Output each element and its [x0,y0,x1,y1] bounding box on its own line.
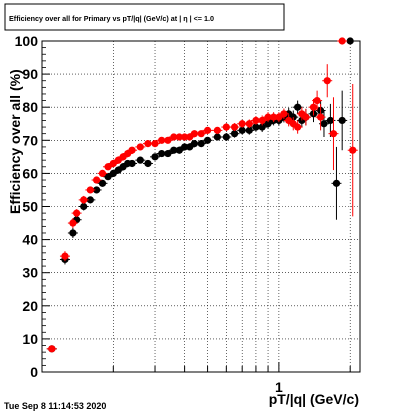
data-point [329,130,338,138]
series-red [46,37,358,353]
data-point [323,77,331,85]
x-axis-label: pT/|q| (GeV/c) [269,391,359,407]
data-point [175,133,183,141]
data-point [338,116,346,125]
data-point [151,140,159,148]
data-point [190,130,199,138]
data-point [252,116,260,125]
data-point [86,186,94,194]
data-point [302,113,310,121]
data-point [346,37,354,45]
data-point [170,146,178,154]
data-point [98,169,107,177]
y-tick-label: 30 [22,265,38,281]
data-point [164,149,172,158]
data-point [98,179,107,187]
data-series [46,37,358,353]
data-point [128,159,136,168]
data-point [294,123,302,131]
data-point [144,140,152,148]
data-point [320,120,328,128]
data-point [197,130,205,138]
data-point [294,103,302,111]
data-point [197,140,205,148]
data-point [222,123,230,131]
data-point [280,110,288,118]
data-point [164,136,172,144]
data-point [230,130,239,138]
data-point [238,126,246,134]
data-point [80,196,88,204]
data-point [61,252,69,260]
data-point [230,123,239,131]
y-axis-label: Efficiency over all (%) [7,69,23,214]
y-tick-label: 90 [22,66,38,82]
title-box [4,3,285,31]
y-tick-label: 60 [22,165,38,181]
y-tick-label: 70 [22,132,38,148]
data-point [203,126,212,134]
data-point [270,113,278,121]
data-point [181,133,189,141]
data-point [181,143,189,151]
y-tick-label: 20 [22,298,38,314]
y-tick-label: 100 [15,33,39,49]
y-tick-label: 50 [22,199,38,215]
data-point [252,123,260,131]
data-point [151,153,159,161]
data-point [104,163,112,171]
data-point [170,133,178,141]
data-point [222,133,230,141]
data-point [190,140,199,148]
y-tick-label: 10 [22,331,38,347]
data-point [326,116,335,125]
timestamp: Tue Sep 8 11:14:53 2020 [4,401,106,411]
data-point [86,196,94,204]
data-point [80,202,88,211]
data-point [258,116,266,125]
data-point [158,136,166,144]
y-tick-label: 80 [22,99,38,115]
data-point [264,113,272,121]
y-tick-label: 40 [22,232,38,248]
data-point [258,123,266,131]
data-point [245,120,253,128]
data-point [104,173,112,181]
data-point [73,209,81,217]
x-tick-label: 1 [275,379,283,395]
data-point [238,120,246,128]
data-point [128,146,136,154]
data-point [349,146,357,154]
data-point [213,133,221,141]
data-point [313,96,321,105]
y-tick-label: 0 [30,364,38,380]
data-point [69,229,77,237]
data-point [92,186,101,194]
data-point [338,37,346,45]
data-point [203,136,212,144]
data-point [213,126,221,134]
data-point [48,345,56,353]
axis-ticks [41,40,351,373]
x-tick-labels: 1 [275,379,283,395]
data-point [264,120,272,128]
data-point [136,156,144,164]
data-point [144,159,152,168]
data-point [69,219,77,227]
data-point [158,149,166,158]
data-point [92,176,101,184]
data-point [175,146,183,154]
y-tick-labels: 0 10 20 30 40 50 60 70 80 90 100 [15,33,39,380]
data-point [316,113,325,121]
data-point [245,126,253,134]
data-point [332,179,341,187]
data-point [136,143,144,151]
data-point [309,103,318,111]
chart-title: Efficiency over all for Primary vs pT/|q… [9,14,214,23]
